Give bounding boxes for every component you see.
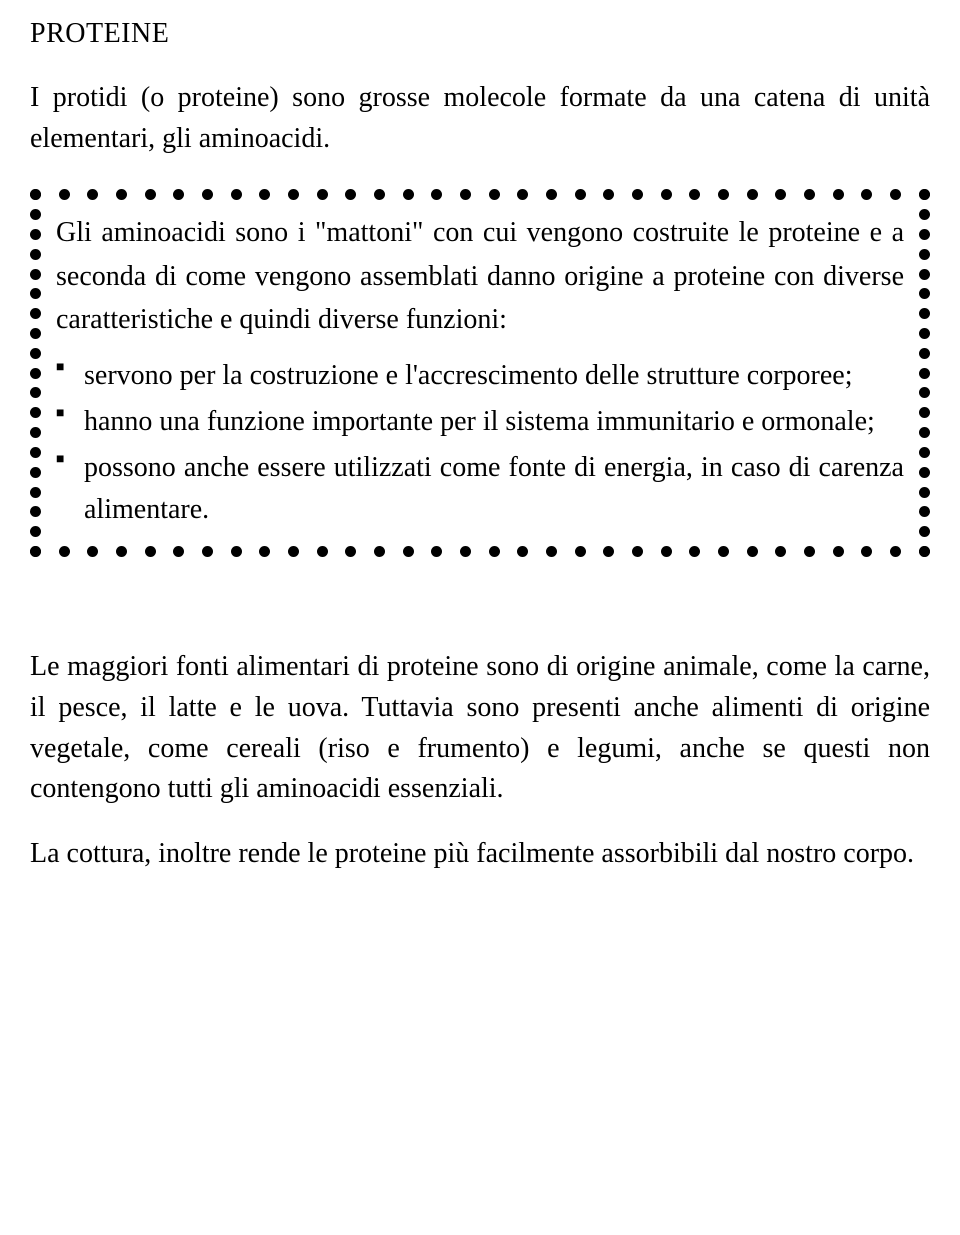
dot-border-top (30, 189, 930, 200)
dot-border-left (30, 189, 41, 557)
body-paragraph-1: Le maggiori fonti alimentari di proteine… (30, 647, 930, 809)
dot-border-bottom (30, 546, 930, 557)
callout-box: Gli aminoacidi sono i "mattoni" con cui … (30, 189, 930, 557)
callout-bullet-list: servono per la costruzione e l'accrescim… (56, 355, 904, 531)
list-item: servono per la costruzione e l'accrescim… (84, 355, 904, 397)
dot-border-right (919, 189, 930, 557)
list-item: possono anche essere utilizzati come fon… (84, 447, 904, 531)
callout-intro: Gli aminoacidi sono i "mattoni" con cui … (56, 211, 904, 341)
page-heading: PROTEINE (30, 18, 930, 50)
intro-paragraph: I protidi (o proteine) sono grosse molec… (30, 78, 930, 159)
body-paragraph-2: La cottura, inoltre rende le proteine pi… (30, 834, 930, 875)
list-item: hanno una funzione importante per il sis… (84, 401, 904, 443)
